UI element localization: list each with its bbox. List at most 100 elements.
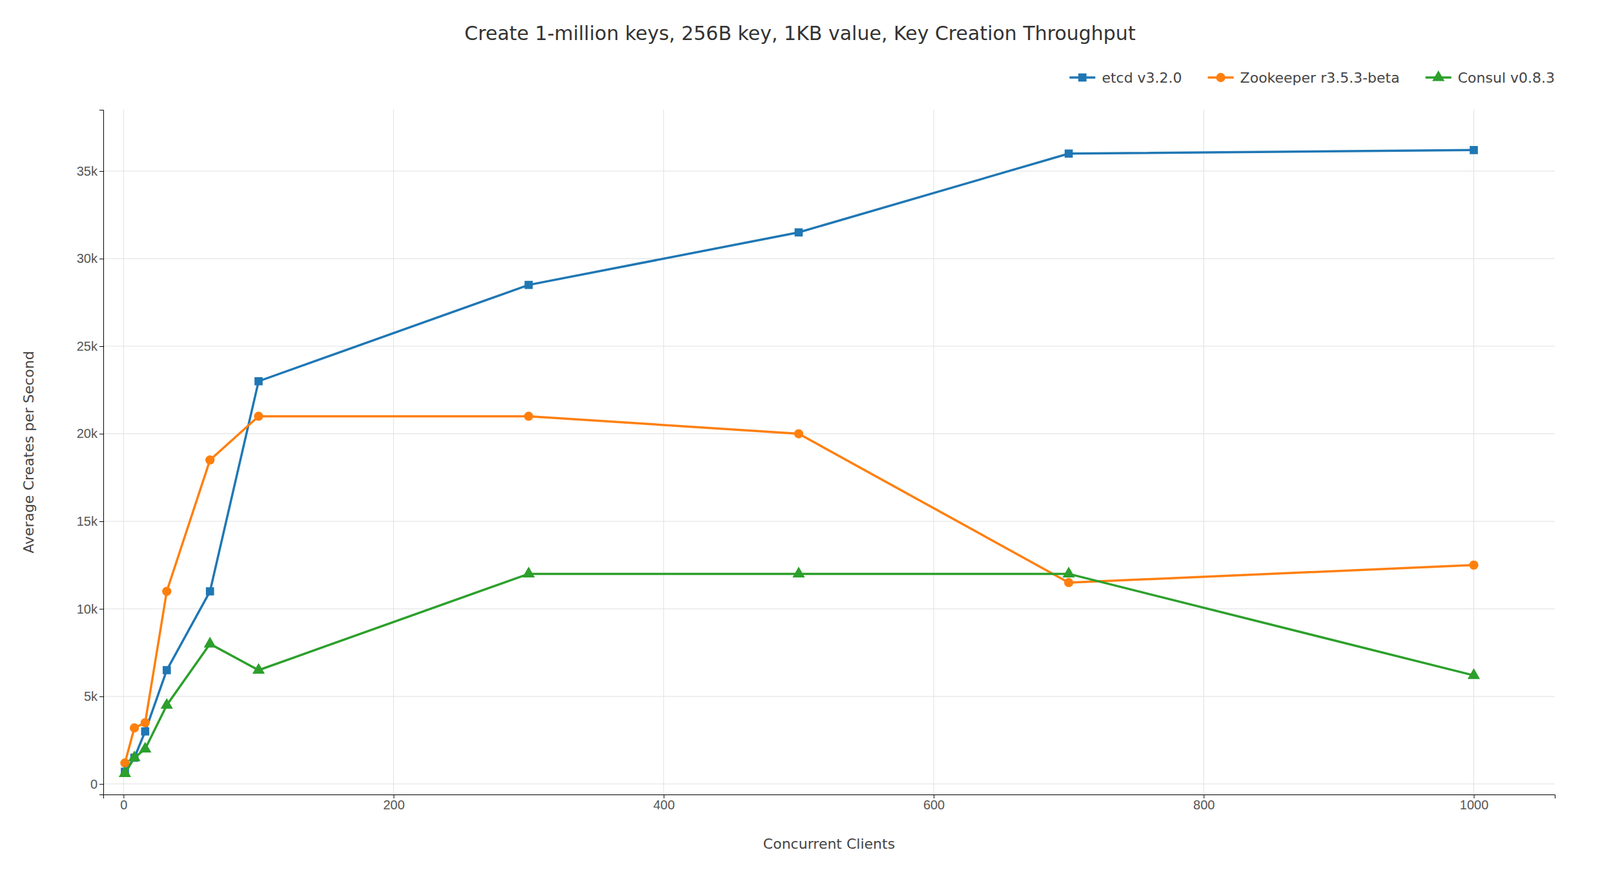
x-axis-tick-label: 400: [653, 797, 675, 812]
x-axis-tick-label: 600: [923, 797, 945, 812]
legend-item: Zookeeper r3.5.3-beta: [1208, 69, 1400, 86]
legend-marker: [1215, 72, 1225, 83]
grid-line-y: [103, 433, 1555, 434]
y-axis-tick-label: 5k: [83, 688, 99, 704]
y-axis-tick: 35k: [76, 164, 104, 179]
x-axis-tick-label: 200: [382, 797, 405, 812]
x-axis-tick-label: 1000: [1459, 797, 1489, 812]
series-marker: [204, 636, 217, 648]
series-line: [124, 573, 1474, 773]
series-marker: [140, 717, 150, 728]
y-axis-tick: 20k: [76, 426, 104, 441]
legend-marker: [1078, 73, 1087, 83]
series-marker: [1468, 560, 1478, 570]
y-axis-tick-label: 20k: [76, 426, 99, 441]
series-marker: [141, 727, 150, 736]
y-axis-tick: 0: [90, 776, 104, 791]
y-axis-tick: 30k: [76, 251, 104, 266]
grid-line-x: [1203, 109, 1205, 795]
series-marker: [1467, 668, 1480, 680]
grid-line-y: [103, 783, 1555, 784]
y-axis-tick-mark: [99, 521, 104, 522]
x-axis-line: [103, 794, 1556, 799]
x-axis-tick: 0: [120, 794, 128, 812]
y-axis-tick: 15k: [76, 513, 104, 529]
series-marker: [1469, 145, 1478, 155]
series-marker: [792, 566, 805, 578]
grid-line-x: [933, 109, 935, 795]
y-axis-tick-label: 0: [90, 776, 98, 791]
x-axis-tick: 800: [1193, 794, 1215, 812]
y-axis-tick: 10k: [76, 601, 104, 616]
series-marker: [138, 741, 152, 753]
x-axis-tick: 1000: [1459, 794, 1489, 812]
legend-label: Zookeeper r3.5.3-beta: [1240, 69, 1400, 86]
y-axis-tick: 25k: [76, 338, 104, 354]
series: [120, 411, 1478, 768]
series-marker: [129, 723, 139, 733]
series-marker: [1062, 566, 1076, 578]
grid-line-y: [103, 258, 1555, 259]
y-axis-tick-mark: [99, 696, 104, 697]
series-marker: [160, 697, 174, 709]
legend-item: etcd v3.2.0: [1069, 69, 1182, 86]
legend: etcd v3.2.0 Zookeeper r3.5.3-beta Consul v…: [1069, 69, 1555, 86]
legend-label: etcd v3.2.0: [1101, 69, 1182, 86]
x-axis-tick: 400: [653, 794, 675, 812]
series-marker: [1064, 577, 1074, 587]
legend-label: Consul v0.8.3: [1457, 69, 1555, 86]
legend-marker: [1432, 70, 1445, 82]
legend-item: Consul v0.8.3: [1425, 69, 1555, 86]
y-axis-tick-mark: [99, 433, 104, 435]
y-axis-tick-label: 10k: [76, 601, 99, 616]
y-axis-tick-label: 35k: [76, 164, 99, 179]
y-axis-tick-label: 15k: [76, 513, 99, 529]
grid-line-x: [663, 109, 664, 795]
x-axis-tick: 600: [923, 794, 945, 812]
chart: 0 200 400 600 800 1000 0 5k 10k 15k 20k 25k 30k 35k Cr…: [0, 0, 1600, 872]
series-marker: [253, 411, 263, 421]
y-axis-tick-mark: [99, 783, 104, 785]
marks: [118, 145, 1480, 777]
series-marker: [205, 455, 215, 465]
grid-line-y: [103, 521, 1555, 522]
series: [120, 145, 1478, 776]
series-marker: [118, 765, 132, 777]
x-axis-tick: 200: [382, 794, 405, 812]
grid-line-y: [103, 696, 1555, 697]
series-marker: [162, 665, 172, 675]
y-axis-tick-label: 30k: [76, 251, 99, 266]
y-axis-tick: 5k: [83, 688, 104, 704]
grid-line-y: [103, 608, 1555, 609]
series-line: [124, 415, 1474, 763]
y-axis-tick-mark: [99, 258, 104, 259]
y-axis-tick-label: 25k: [76, 338, 99, 354]
series-marker: [794, 227, 804, 237]
series: [118, 566, 1480, 777]
series-marker: [524, 280, 533, 290]
series-marker: [254, 377, 263, 386]
series-marker: [522, 566, 535, 578]
x-axis-title: Concurrent Clients: [763, 835, 895, 852]
y-axis-tick-mark: [99, 608, 104, 610]
series-marker: [1064, 149, 1074, 158]
series-marker: [162, 586, 172, 596]
y-axis-tick-mark: [99, 346, 104, 347]
y-axis-line: [99, 110, 104, 795]
series-marker: [252, 662, 265, 674]
grid-line-x: [393, 109, 394, 795]
series-marker: [127, 750, 141, 762]
y-axis-title: Average Creates per Second: [20, 350, 37, 553]
grid-line-y: [103, 345, 1555, 347]
y-axis-tick-mark: [99, 171, 104, 172]
series-line: [124, 149, 1474, 771]
plot: 0 200 400 600 800 1000 0 5k 10k 15k 20k 25k 30k 35k: [76, 109, 1556, 812]
grid-line-x: [123, 109, 124, 795]
x-axis-tick-label: 800: [1193, 797, 1215, 812]
grid-line-y: [103, 170, 1555, 172]
x-axis: 0 200 400 600 800 1000: [103, 794, 1556, 812]
title: Create 1-million keys, 256B key, 1KB val…: [464, 21, 1136, 45]
grid: [103, 109, 1555, 795]
series-marker: [794, 428, 804, 438]
y-axis: 0 5k 10k 15k 20k 25k 30k 35k: [76, 110, 104, 795]
